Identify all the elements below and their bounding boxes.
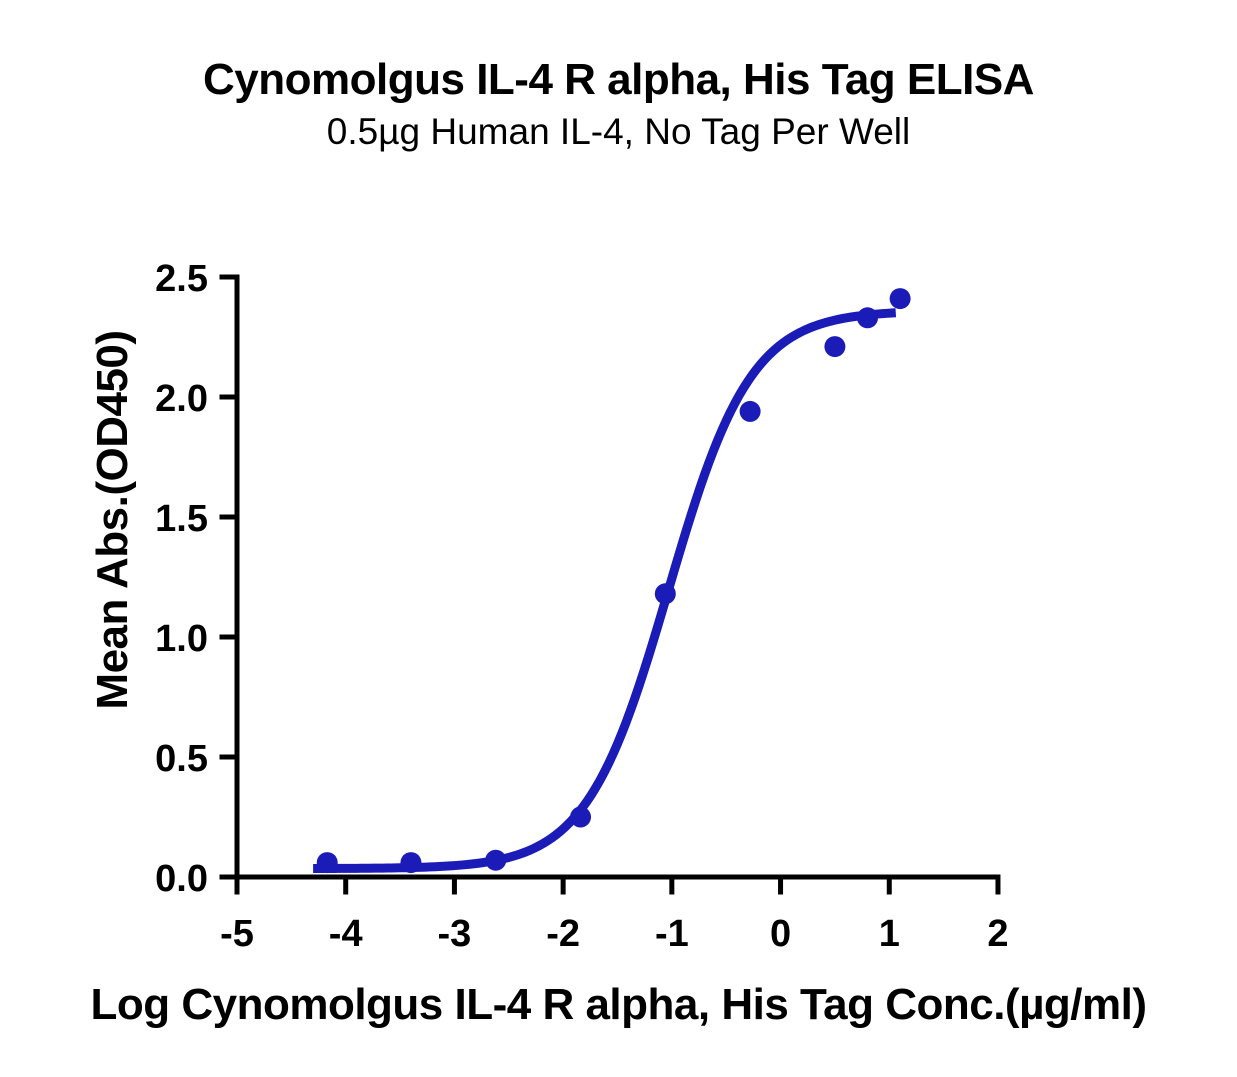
chart-title: Cynomolgus IL-4 R alpha, His Tag ELISA xyxy=(203,55,1034,104)
x-tick-label: 2 xyxy=(987,913,1008,955)
y-tick-label: 1.5 xyxy=(155,498,208,540)
x-tick-label: -5 xyxy=(220,913,254,955)
x-tick-label: 1 xyxy=(879,913,900,955)
x-tick-label: 0 xyxy=(770,913,791,955)
y-tick-label: 0.0 xyxy=(155,858,208,900)
data-point xyxy=(485,849,507,871)
data-point xyxy=(570,806,592,828)
x-tick-label: -2 xyxy=(546,913,580,955)
y-tick-label: 0.5 xyxy=(155,738,208,780)
data-point xyxy=(316,852,338,874)
data-point xyxy=(824,336,846,358)
y-tick-label: 2.0 xyxy=(155,378,208,420)
x-tick-label: -1 xyxy=(655,913,689,955)
data-point xyxy=(400,852,422,874)
y-tick-label: 2.5 xyxy=(155,258,208,300)
x-tick-label: -4 xyxy=(329,913,363,955)
fit-curve xyxy=(312,308,897,873)
data-point xyxy=(654,583,676,605)
x-axis-title: Log Cynomolgus IL-4 R alpha, His Tag Con… xyxy=(90,980,1147,1029)
data-point xyxy=(739,400,761,422)
y-tick-label: 1.0 xyxy=(155,618,208,660)
chart-subtitle: 0.5µg Human IL-4, No Tag Per Well xyxy=(326,111,911,152)
data-point xyxy=(857,307,879,329)
data-point xyxy=(889,288,911,310)
x-tick-label: -3 xyxy=(438,913,472,955)
